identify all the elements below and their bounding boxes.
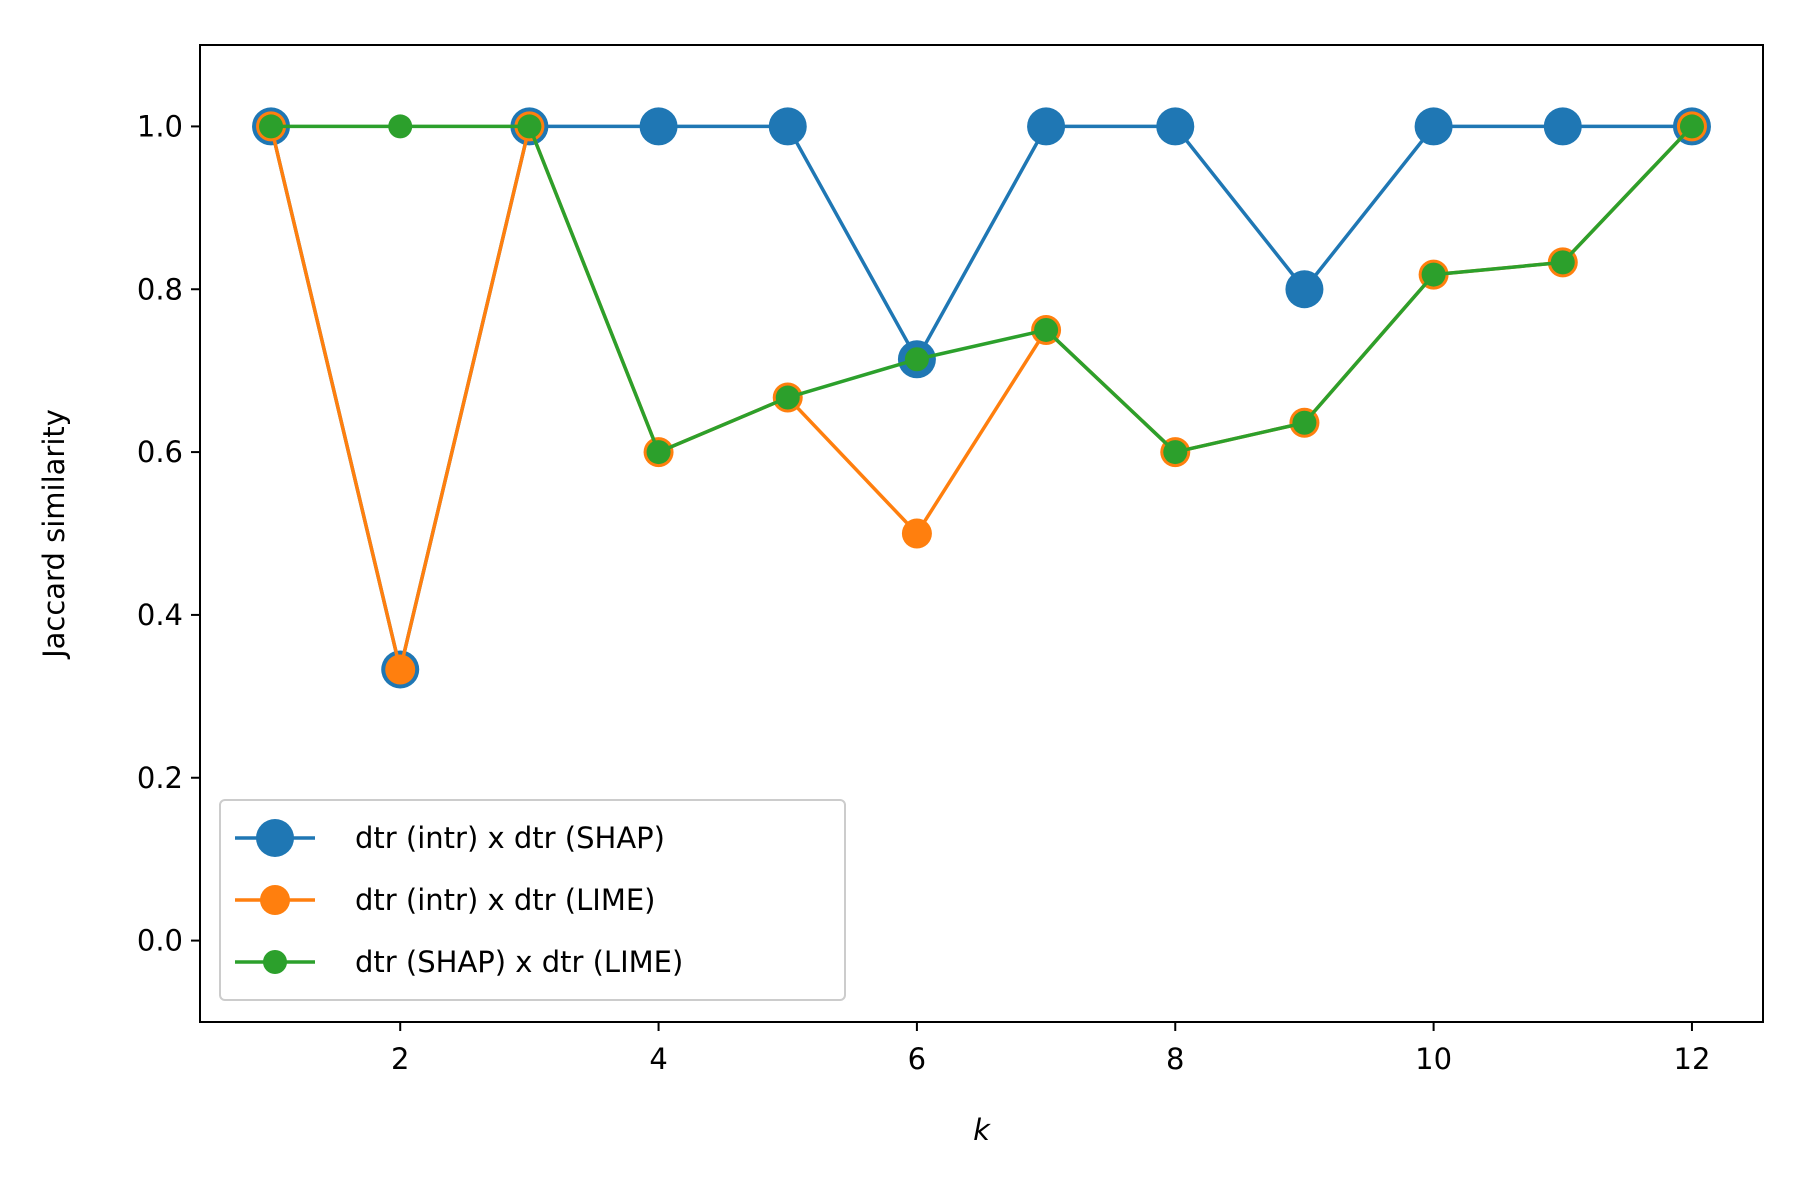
- data-point: [1156, 107, 1195, 146]
- data-point: [1543, 107, 1582, 146]
- y-tick-label: 0.4: [137, 598, 183, 632]
- data-point: [775, 385, 800, 410]
- plot-marks: [252, 107, 1711, 689]
- y-axis-label: Jaccard similarity: [37, 409, 71, 660]
- legend-marker: [260, 885, 290, 915]
- plot-frame: [199, 44, 1764, 1023]
- y-tick-label: 1.0: [137, 109, 183, 143]
- legend-item: dtr (SHAP) x dtr (LIME): [235, 945, 683, 979]
- x-tick-label: 2: [391, 1042, 409, 1076]
- legend-item: dtr (intr) x dtr (SHAP): [235, 819, 665, 857]
- data-point: [646, 440, 671, 465]
- data-point: [517, 114, 542, 139]
- series-3: [259, 114, 1704, 465]
- data-point: [1034, 317, 1059, 342]
- data-point: [639, 107, 678, 146]
- data-point: [259, 114, 284, 139]
- data-point: [904, 347, 929, 372]
- data-point: [1285, 270, 1324, 309]
- y-axis-ticks: 0.0 0.2 0.4 0.6 0.8 1.0: [137, 109, 200, 958]
- y-tick-label: 0.0: [137, 924, 183, 958]
- x-tick-label: 8: [1166, 1042, 1184, 1076]
- data-point: [1027, 107, 1066, 146]
- legend-box: [219, 799, 846, 1001]
- legend-marker: [256, 819, 294, 857]
- data-point: [1421, 262, 1446, 287]
- legend-label: dtr (SHAP) x dtr (LIME): [355, 945, 683, 979]
- x-axis-ticks: 2 4 6 8 10 12: [391, 1022, 1710, 1076]
- y-tick-label: 0.8: [137, 272, 183, 306]
- data-point: [1292, 410, 1317, 435]
- data-point: [385, 654, 416, 685]
- y-tick-label: 0.2: [137, 761, 183, 795]
- legend-label: dtr (intr) x dtr (LIME): [355, 883, 655, 917]
- data-point: [1414, 107, 1453, 146]
- y-tick-label: 0.6: [137, 435, 183, 469]
- data-point: [1163, 440, 1188, 465]
- x-axis-label: k: [973, 1113, 991, 1147]
- data-point: [388, 114, 413, 139]
- x-tick-label: 12: [1674, 1042, 1711, 1076]
- x-tick-label: 10: [1415, 1042, 1452, 1076]
- x-tick-label: 4: [649, 1042, 667, 1076]
- data-point: [1679, 114, 1704, 139]
- legend-item: dtr (intr) x dtr (LIME): [235, 883, 655, 917]
- data-point: [1550, 250, 1575, 275]
- x-tick-label: 6: [908, 1042, 926, 1076]
- data-point: [901, 518, 932, 549]
- data-point: [768, 107, 807, 146]
- legend-label: dtr (intr) x dtr (SHAP): [355, 821, 665, 855]
- legend: dtr (intr) x dtr (SHAP) dtr (intr) x dtr …: [219, 799, 846, 1001]
- legend-marker: [263, 950, 287, 974]
- series-line: [271, 124, 1694, 454]
